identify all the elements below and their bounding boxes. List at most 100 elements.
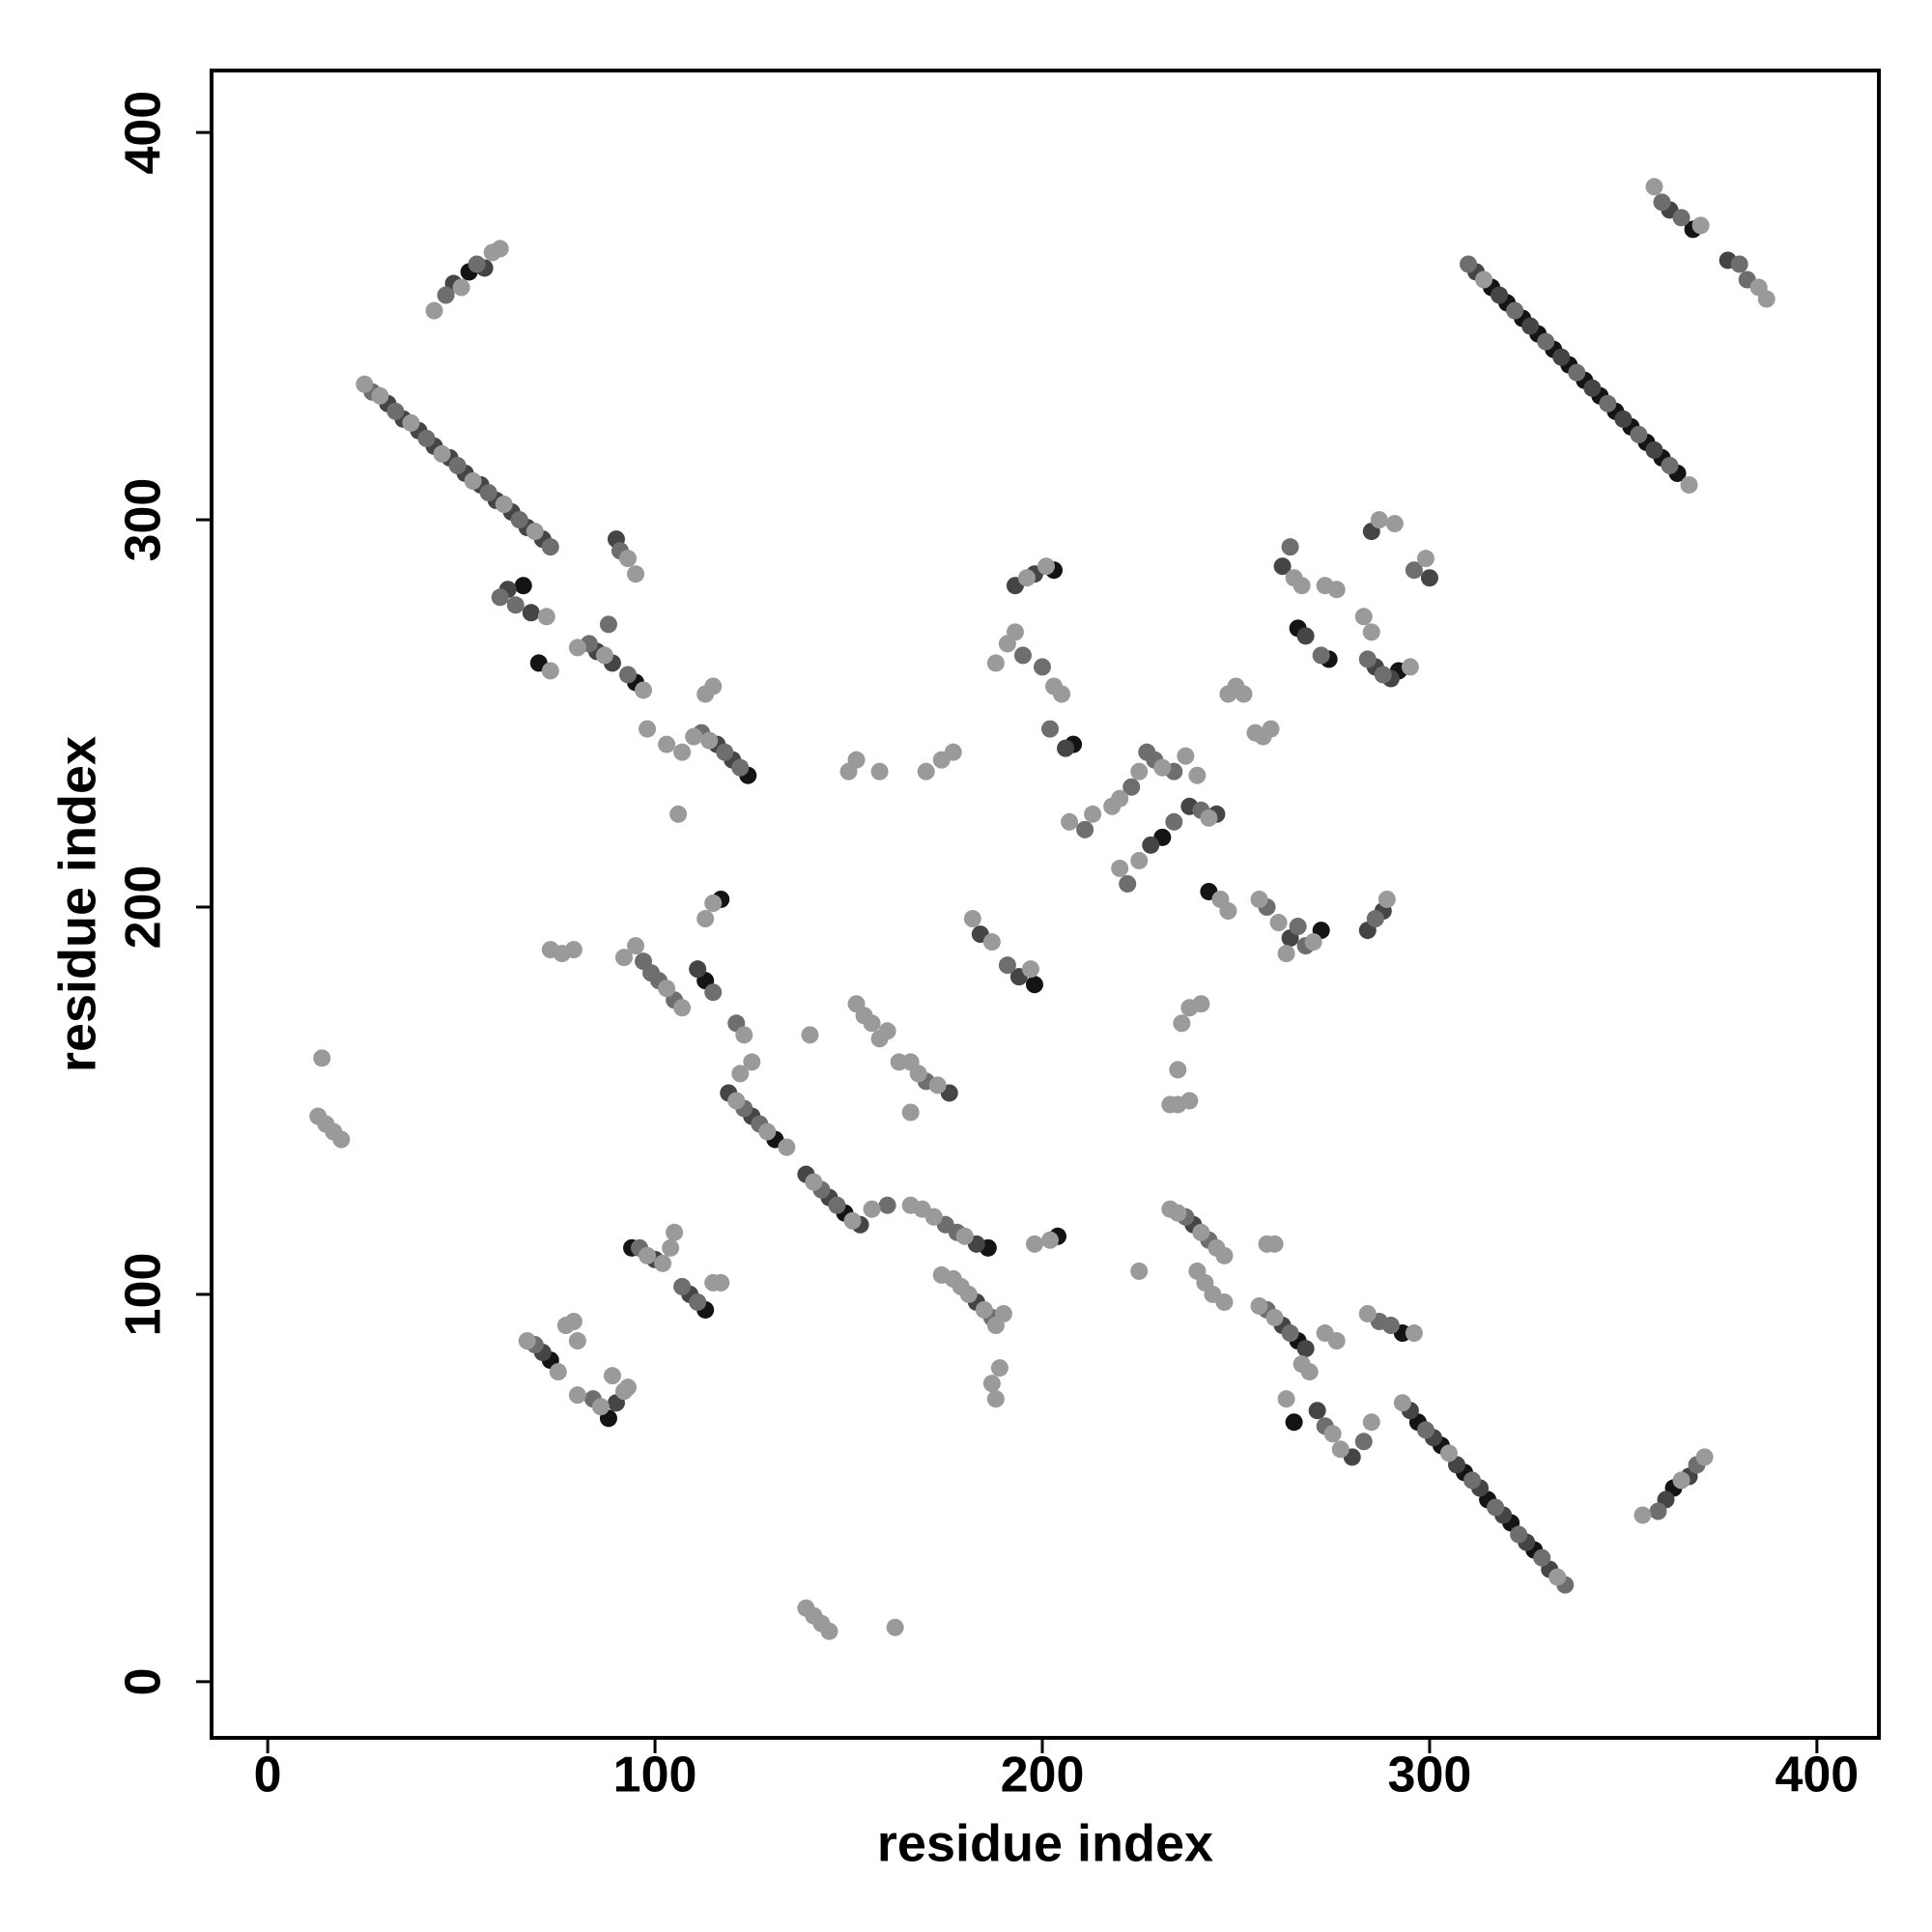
point bbox=[355, 375, 374, 393]
point bbox=[878, 1022, 896, 1040]
point bbox=[658, 980, 676, 998]
x-tick-label: 100 bbox=[613, 1747, 697, 1804]
point bbox=[1630, 425, 1648, 443]
point bbox=[1645, 178, 1663, 196]
point bbox=[1378, 890, 1396, 908]
point bbox=[1487, 1498, 1505, 1517]
point bbox=[700, 731, 719, 750]
point bbox=[1680, 475, 1698, 494]
point bbox=[982, 933, 1001, 952]
point bbox=[847, 751, 866, 769]
point bbox=[743, 1053, 761, 1071]
point bbox=[1200, 809, 1218, 827]
point bbox=[1013, 646, 1032, 665]
point bbox=[506, 596, 525, 614]
point bbox=[986, 654, 1005, 672]
point bbox=[1017, 569, 1036, 587]
point bbox=[1265, 1308, 1284, 1326]
point bbox=[1672, 1471, 1690, 1490]
point bbox=[1025, 976, 1043, 994]
point bbox=[1153, 758, 1172, 777]
point bbox=[522, 604, 540, 622]
point bbox=[666, 1223, 684, 1241]
point bbox=[909, 1065, 927, 1083]
point bbox=[618, 550, 637, 568]
point bbox=[689, 960, 707, 979]
point bbox=[704, 983, 723, 1002]
point bbox=[1405, 1324, 1423, 1343]
point bbox=[1491, 286, 1509, 304]
point bbox=[1262, 720, 1280, 738]
y-axis-label: residue index bbox=[48, 736, 106, 1072]
point bbox=[1331, 1440, 1350, 1459]
point bbox=[1273, 557, 1292, 576]
point bbox=[704, 677, 723, 696]
point bbox=[1037, 557, 1056, 576]
point bbox=[1537, 332, 1555, 351]
plot-frame bbox=[210, 69, 1881, 1740]
point bbox=[975, 1300, 993, 1319]
point bbox=[654, 1254, 672, 1272]
point bbox=[1173, 1014, 1191, 1033]
point bbox=[1374, 666, 1392, 684]
point bbox=[599, 615, 617, 634]
point bbox=[1119, 874, 1137, 893]
point bbox=[998, 956, 1016, 975]
point bbox=[1552, 348, 1571, 366]
y-tick-label: 200 bbox=[116, 866, 172, 950]
point bbox=[1130, 1262, 1149, 1280]
point bbox=[1312, 646, 1330, 665]
y-tick-label: 300 bbox=[116, 478, 172, 562]
point bbox=[986, 1317, 1005, 1335]
point bbox=[1041, 720, 1060, 738]
point bbox=[901, 1103, 920, 1122]
point bbox=[689, 1293, 707, 1311]
point bbox=[955, 1227, 974, 1245]
point bbox=[568, 1386, 586, 1405]
point bbox=[595, 646, 613, 665]
point bbox=[618, 1378, 637, 1397]
point bbox=[986, 1390, 1005, 1408]
point bbox=[603, 1367, 621, 1385]
point bbox=[1192, 1223, 1210, 1241]
point bbox=[1416, 550, 1435, 568]
x-tick-label: 400 bbox=[1775, 1747, 1859, 1804]
point bbox=[332, 1130, 351, 1149]
point bbox=[944, 743, 962, 761]
point bbox=[1327, 1332, 1346, 1350]
point bbox=[468, 255, 486, 273]
point bbox=[386, 402, 405, 420]
point bbox=[1269, 914, 1288, 932]
point bbox=[662, 1238, 680, 1257]
point bbox=[1521, 317, 1540, 335]
point bbox=[464, 471, 482, 490]
point bbox=[1649, 1502, 1667, 1520]
point bbox=[1381, 1317, 1400, 1335]
x-tick-label: 300 bbox=[1388, 1747, 1472, 1804]
point bbox=[1362, 1413, 1380, 1432]
point bbox=[627, 565, 645, 583]
point bbox=[510, 511, 528, 529]
point bbox=[1548, 1568, 1567, 1586]
point bbox=[371, 386, 389, 405]
point bbox=[735, 1026, 753, 1044]
point bbox=[669, 805, 688, 823]
point bbox=[639, 1246, 657, 1264]
point bbox=[1130, 851, 1149, 869]
point bbox=[402, 413, 420, 432]
point bbox=[1289, 918, 1307, 936]
point bbox=[1323, 1425, 1342, 1443]
point bbox=[1401, 658, 1419, 676]
point bbox=[417, 429, 436, 447]
point bbox=[1296, 627, 1315, 645]
point bbox=[704, 894, 723, 912]
point bbox=[618, 666, 637, 684]
point bbox=[924, 1208, 943, 1226]
point bbox=[1025, 1235, 1043, 1253]
point bbox=[1354, 608, 1373, 626]
point bbox=[1277, 1390, 1295, 1408]
point bbox=[537, 608, 555, 626]
point bbox=[1177, 747, 1195, 765]
point bbox=[541, 662, 559, 680]
point bbox=[727, 1092, 746, 1110]
